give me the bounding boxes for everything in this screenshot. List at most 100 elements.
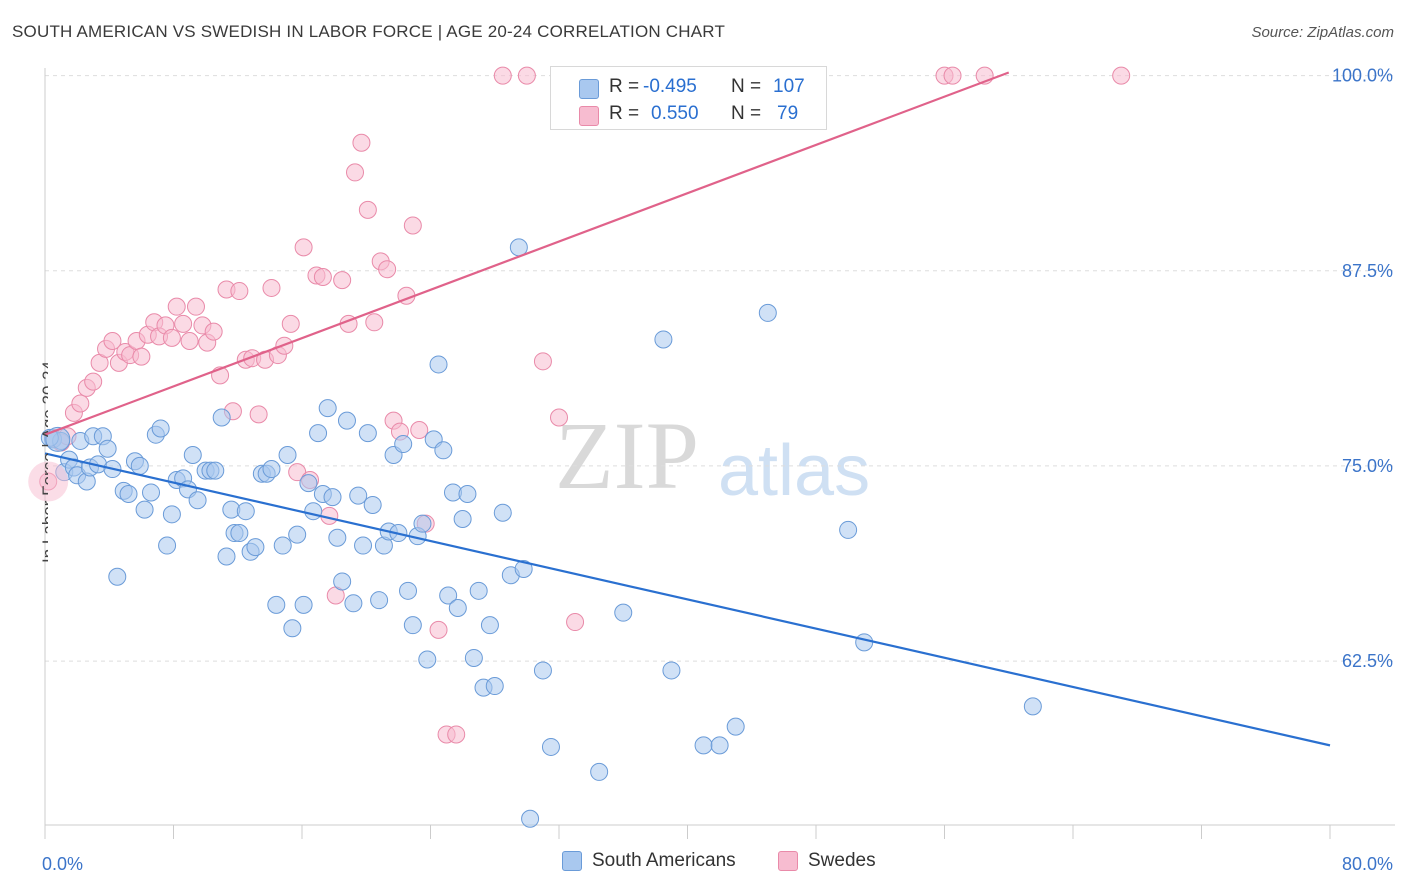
swede-point bbox=[410, 421, 429, 440]
swede-point bbox=[281, 314, 300, 333]
south-american-point bbox=[246, 538, 265, 557]
south-american-point bbox=[590, 762, 609, 781]
swede-point bbox=[403, 216, 422, 235]
y-axis-label: In Labor Force | Age 20-24 bbox=[39, 361, 48, 563]
stats-legend: R = -0.495 N = 107 R = 0.550 N = 79 bbox=[550, 66, 827, 130]
south-american-point bbox=[493, 503, 512, 522]
south-american-point bbox=[304, 502, 323, 521]
south-american-point bbox=[130, 456, 149, 475]
south-american-point bbox=[521, 809, 540, 828]
pink-swatch bbox=[579, 106, 599, 126]
south-american-point bbox=[188, 491, 207, 510]
chart-title: SOUTH AMERICAN VS SWEDISH IN LABOR FORCE… bbox=[12, 22, 726, 41]
watermark-zip: ZIP bbox=[555, 402, 699, 509]
south-american-point bbox=[45, 426, 71, 452]
swede-point bbox=[1112, 66, 1131, 85]
legend-label: South Americans bbox=[592, 850, 736, 871]
south-american-point bbox=[328, 528, 347, 547]
south-american-point bbox=[333, 572, 352, 591]
south-american-point bbox=[448, 598, 467, 617]
south-american-point bbox=[418, 650, 437, 669]
swede-point bbox=[71, 394, 90, 413]
swede-point bbox=[333, 271, 352, 290]
south-american-point bbox=[394, 435, 413, 454]
swede-point bbox=[566, 613, 585, 632]
south-american-point bbox=[694, 736, 713, 755]
trend-lines bbox=[44, 71, 1331, 747]
swede-point bbox=[249, 405, 268, 424]
south-american-point bbox=[758, 303, 777, 322]
swede-point bbox=[493, 66, 512, 85]
y-tick-label: 87.5% bbox=[1342, 261, 1393, 281]
legend-item-south-americans[interactable]: South Americans bbox=[562, 850, 736, 872]
south-american-point bbox=[458, 485, 477, 504]
swede-point bbox=[162, 328, 181, 347]
south-american-point bbox=[662, 661, 681, 680]
r-value: 0.550 bbox=[651, 103, 699, 124]
south-american-point bbox=[309, 424, 328, 443]
south-american-point bbox=[217, 547, 236, 566]
r-label: R = bbox=[609, 76, 640, 97]
x-tick-label: 80.0% bbox=[1342, 854, 1393, 874]
swede-point bbox=[186, 297, 205, 316]
y-tick-label: 100.0% bbox=[1332, 66, 1393, 86]
south-american-point bbox=[710, 736, 729, 755]
south-american-point bbox=[318, 399, 337, 418]
south-american-point bbox=[855, 633, 874, 652]
south-american-point bbox=[439, 586, 458, 605]
south-american-point bbox=[267, 595, 286, 614]
swede-point bbox=[533, 352, 552, 371]
n-label: N = bbox=[731, 76, 762, 97]
south-american-point bbox=[151, 419, 170, 438]
south-american-point bbox=[654, 330, 673, 349]
swede-point bbox=[313, 268, 332, 287]
n-label: N = bbox=[731, 103, 762, 124]
south-american-point bbox=[206, 461, 225, 480]
swede-point bbox=[550, 408, 568, 427]
south-american-point bbox=[370, 591, 389, 610]
south-american-point bbox=[230, 524, 249, 543]
south-american-point bbox=[1023, 697, 1042, 716]
tick-labels: 62.5% 75.0% 87.5% 100.0% 0.0% 80.0% bbox=[42, 66, 1393, 874]
stats-row-swedes: R = 0.550 N = 79 bbox=[551, 100, 828, 128]
south-american-point bbox=[358, 424, 377, 443]
swede-point bbox=[28, 461, 69, 502]
bottom-legend: South Americans Swedes bbox=[0, 850, 1406, 880]
swede-point bbox=[262, 278, 281, 297]
south-american-point bbox=[485, 677, 504, 696]
legend-item-swedes[interactable]: Swedes bbox=[778, 850, 876, 872]
south-american-point bbox=[614, 603, 633, 622]
south-american-point bbox=[541, 737, 560, 756]
south-american-point bbox=[839, 520, 858, 539]
south-american-point bbox=[135, 500, 154, 519]
blue-swatch bbox=[562, 851, 582, 871]
south-american-point bbox=[119, 485, 138, 504]
south-american-point bbox=[273, 536, 292, 555]
south-american-point bbox=[212, 408, 231, 427]
south-american-point bbox=[183, 445, 202, 464]
south-american-point bbox=[288, 525, 307, 544]
south-american-point bbox=[158, 536, 177, 555]
south-american-point bbox=[464, 648, 483, 667]
swede-point bbox=[132, 347, 151, 366]
south-american-point bbox=[413, 514, 432, 533]
south-american-point bbox=[294, 595, 313, 614]
legend-label: Swedes bbox=[808, 850, 876, 871]
swede-point bbox=[365, 313, 384, 332]
source-label: Source: ZipAtlas.com bbox=[1251, 24, 1394, 41]
south-american-point bbox=[726, 717, 745, 736]
south-american-point bbox=[453, 510, 472, 528]
south-american-point bbox=[514, 559, 533, 578]
swede-point bbox=[103, 332, 122, 351]
south-american-point bbox=[236, 502, 255, 521]
swede-point bbox=[180, 332, 199, 351]
pink-swatch bbox=[778, 851, 798, 871]
south-american-point bbox=[344, 594, 363, 613]
swede-point bbox=[358, 200, 377, 219]
south-american-point bbox=[262, 460, 281, 479]
swede-point bbox=[167, 297, 186, 316]
data-points bbox=[28, 66, 1131, 828]
y-tick-label: 62.5% bbox=[1342, 651, 1393, 671]
y-tick-label: 75.0% bbox=[1342, 456, 1393, 476]
south-american-point bbox=[434, 441, 453, 460]
